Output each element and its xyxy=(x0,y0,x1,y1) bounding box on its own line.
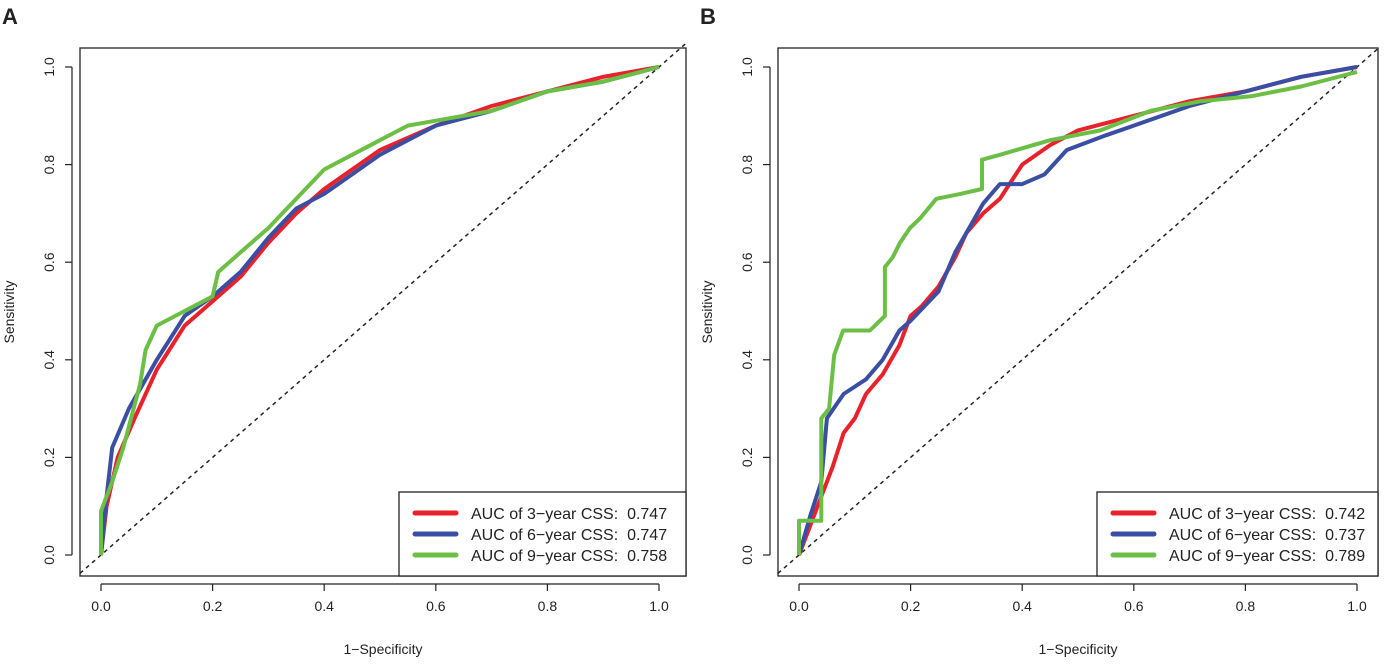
y-tick-label: 0.2 xyxy=(739,447,755,467)
y-tick-label: 0.0 xyxy=(739,545,755,565)
x-tick-label: 0.2 xyxy=(203,598,223,614)
legend-entry: AUC of 6−year CSS: 0.747 xyxy=(471,527,667,544)
y-tick-label: 1.0 xyxy=(41,57,57,77)
x-tick-label: 0.0 xyxy=(91,598,111,614)
roc-curve-3 xyxy=(797,69,1358,555)
y-tick-label: 0.8 xyxy=(41,155,57,175)
x-tick-label: 0.6 xyxy=(1124,598,1144,614)
x-tick-label: 0.8 xyxy=(538,598,558,614)
y-tick-label: 0.2 xyxy=(41,447,57,467)
roc-panel-a: A 0.0 0.2 0.4 0.6 0.8 1.0 0.0 0.2 0.4 0.6 0.8 1.0 1−S… xyxy=(1,4,687,657)
legend-entry: AUC of 3−year CSS: 0.742 xyxy=(1169,506,1365,523)
y-tick-label: 1.0 xyxy=(739,57,755,77)
x-tick-label: 0.8 xyxy=(1236,598,1256,614)
y-axis-label: Sensitivity xyxy=(1,280,17,343)
roc-curve-3 xyxy=(99,65,660,555)
legend-entry: AUC of 9−year CSS: 0.789 xyxy=(1169,548,1365,565)
x-axis-label: 1−Specificity xyxy=(1039,641,1118,657)
panel-label: B xyxy=(700,4,716,29)
y-tick-label: 0.4 xyxy=(41,350,57,370)
roc-panel-b: B 0.0 0.2 0.4 0.6 0.8 1.0 0.0 0.2 0.4 0.6 0.8 1.0 1−S… xyxy=(699,4,1379,657)
panel-label: A xyxy=(2,4,18,29)
reference-diagonal-line xyxy=(777,48,1379,574)
plot-frame xyxy=(777,47,1379,577)
y-tick-label: 0.0 xyxy=(41,545,57,565)
x-tick-label: 0.6 xyxy=(426,598,446,614)
legend-entry: AUC of 3−year CSS: 0.747 xyxy=(471,506,667,523)
x-tick-label: 0.4 xyxy=(314,598,334,614)
y-tick-label: 0.8 xyxy=(739,155,755,175)
y-tick-label: 0.4 xyxy=(739,350,755,370)
roc-curve-1 xyxy=(99,65,660,556)
reference-diagonal-line xyxy=(79,42,687,574)
x-tick-label: 0.4 xyxy=(1012,598,1032,614)
legend-box xyxy=(398,491,687,577)
y-tick-label: 0.6 xyxy=(739,252,755,272)
y-axis-label: Sensitivity xyxy=(699,280,715,343)
x-tick-label: 1.0 xyxy=(1347,598,1367,614)
x-tick-label: 0.2 xyxy=(901,598,921,614)
legend-entry: AUC of 6−year CSS: 0.737 xyxy=(1169,527,1365,544)
x-tick-label: 0.0 xyxy=(789,598,809,614)
plot-frame xyxy=(79,47,687,577)
x-tick-label: 1.0 xyxy=(649,598,669,614)
x-axis-label: 1−Specificity xyxy=(344,641,423,657)
roc-curve-2 xyxy=(797,65,1358,556)
y-tick-label: 0.6 xyxy=(41,252,57,272)
legend-entry: AUC of 9−year CSS: 0.758 xyxy=(471,548,667,565)
